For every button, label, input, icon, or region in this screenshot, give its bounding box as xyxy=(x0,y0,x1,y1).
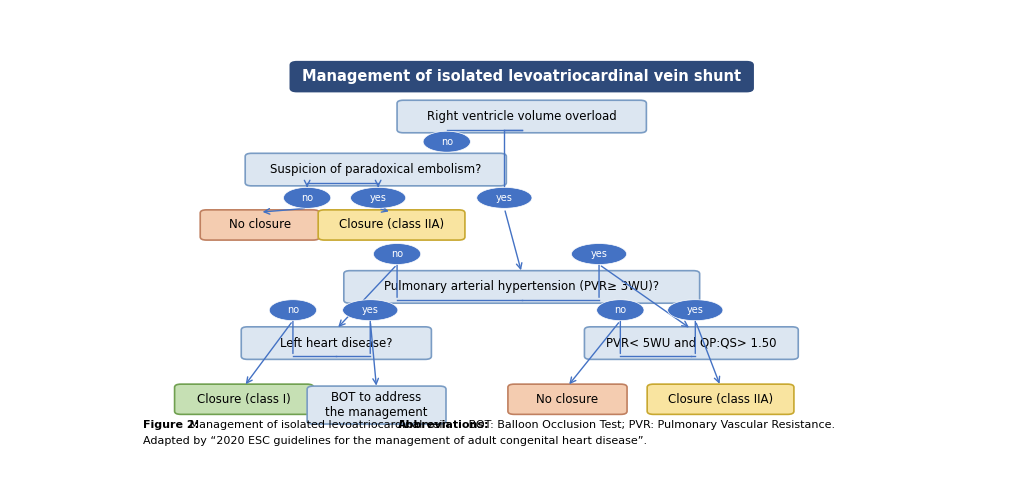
Text: no: no xyxy=(301,193,314,203)
Text: yes: yes xyxy=(590,249,608,259)
Text: Abbreviations:: Abbreviations: xyxy=(398,420,490,430)
FancyBboxPatch shape xyxy=(584,327,798,359)
Text: BOT to address
the management: BOT to address the management xyxy=(326,391,428,419)
Text: Closure (class IIA): Closure (class IIA) xyxy=(668,393,773,406)
Text: Figure 2:: Figure 2: xyxy=(143,420,200,430)
Text: Left heart disease?: Left heart disease? xyxy=(280,337,393,350)
FancyBboxPatch shape xyxy=(307,386,446,424)
Text: yes: yes xyxy=(361,305,379,315)
Text: No closure: No closure xyxy=(536,393,599,406)
Ellipse shape xyxy=(374,243,420,265)
FancyBboxPatch shape xyxy=(319,210,465,240)
Ellipse shape xyxy=(668,300,723,320)
FancyBboxPatch shape xyxy=(241,327,432,359)
Text: Pulmonary arterial hypertension (PVR≥ 3WU)?: Pulmonary arterial hypertension (PVR≥ 3W… xyxy=(384,281,660,293)
Text: no: no xyxy=(614,305,626,315)
Text: Right ventricle volume overload: Right ventricle volume overload xyxy=(427,110,617,123)
Ellipse shape xyxy=(476,188,532,208)
Ellipse shape xyxy=(283,188,331,208)
FancyBboxPatch shape xyxy=(508,384,627,414)
Text: PVR< 5WU and QP:QS> 1.50: PVR< 5WU and QP:QS> 1.50 xyxy=(606,337,777,350)
Text: no: no xyxy=(287,305,299,315)
Text: no: no xyxy=(441,137,453,147)
Text: Management of isolated levoatriocardinal vein shunt: Management of isolated levoatriocardinal… xyxy=(302,69,741,84)
Text: Suspicion of paradoxical embolism?: Suspicion of paradoxical embolism? xyxy=(270,163,482,176)
Text: No closure: No closure xyxy=(229,218,291,231)
Text: Management of isolated levoatriocardinal vein.: Management of isolated levoatriocardinal… xyxy=(186,420,457,430)
Ellipse shape xyxy=(571,243,627,265)
Text: yes: yes xyxy=(496,193,513,203)
FancyBboxPatch shape xyxy=(397,100,646,133)
Text: yes: yes xyxy=(687,305,703,315)
FancyBboxPatch shape xyxy=(201,210,320,240)
Text: BOT: Balloon Occlusion Test; PVR: Pulmonary Vascular Resistance.: BOT: Balloon Occlusion Test; PVR: Pulmon… xyxy=(465,420,835,430)
Text: Closure (class IIA): Closure (class IIA) xyxy=(339,218,444,231)
Ellipse shape xyxy=(350,188,406,208)
Ellipse shape xyxy=(269,300,317,320)
FancyBboxPatch shape xyxy=(290,62,753,92)
Ellipse shape xyxy=(343,300,398,320)
FancyBboxPatch shape xyxy=(175,384,314,414)
Ellipse shape xyxy=(423,131,470,152)
FancyBboxPatch shape xyxy=(245,153,506,186)
FancyBboxPatch shape xyxy=(344,271,699,303)
Text: no: no xyxy=(391,249,403,259)
FancyBboxPatch shape xyxy=(647,384,794,414)
Text: Closure (class I): Closure (class I) xyxy=(197,393,291,406)
Text: Adapted by “2020 ESC guidelines for the management of adult congenital heart dis: Adapted by “2020 ESC guidelines for the … xyxy=(143,436,647,446)
Text: yes: yes xyxy=(370,193,387,203)
Ellipse shape xyxy=(597,300,644,320)
